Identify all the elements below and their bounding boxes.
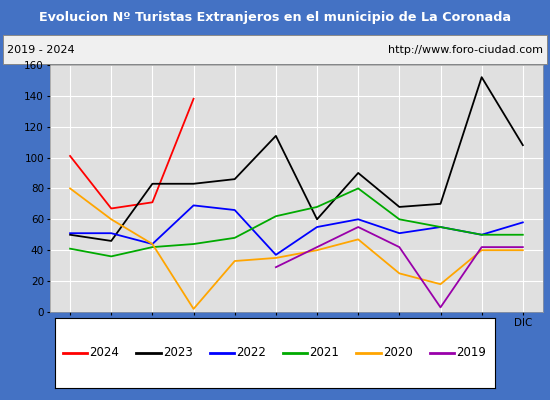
Text: 2019: 2019 (456, 346, 486, 360)
Text: 2020: 2020 (383, 346, 412, 360)
Text: Evolucion Nº Turistas Extranjeros en el municipio de La Coronada: Evolucion Nº Turistas Extranjeros en el … (39, 12, 511, 24)
Text: http://www.foro-ciudad.com: http://www.foro-ciudad.com (388, 45, 543, 55)
Text: 2021: 2021 (310, 346, 339, 360)
Text: 2023: 2023 (163, 346, 192, 360)
Text: 2022: 2022 (236, 346, 266, 360)
Text: 2024: 2024 (90, 346, 119, 360)
Text: 2019 - 2024: 2019 - 2024 (7, 45, 75, 55)
